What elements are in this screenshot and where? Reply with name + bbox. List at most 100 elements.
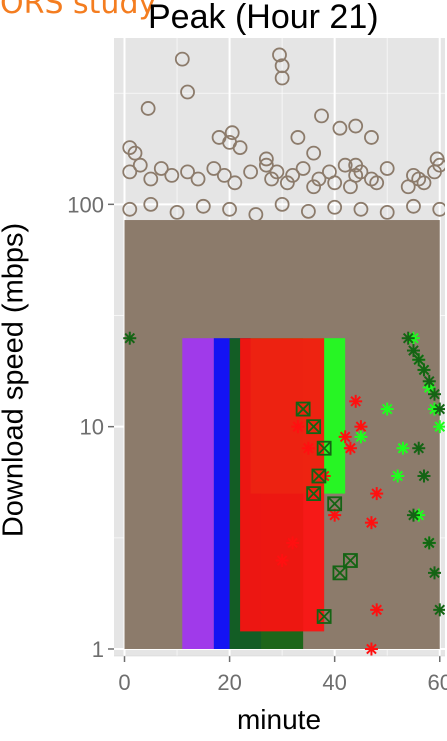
data-point bbox=[379, 161, 395, 176]
data-point bbox=[286, 536, 300, 550]
data-point bbox=[306, 179, 322, 195]
x-tick-label: 0 bbox=[118, 670, 130, 695]
data-point bbox=[306, 419, 322, 435]
data-point bbox=[275, 554, 289, 568]
data-point bbox=[422, 374, 436, 388]
data-point bbox=[222, 201, 237, 217]
data-point bbox=[290, 130, 306, 145]
data-point bbox=[343, 441, 357, 455]
data-point bbox=[311, 468, 327, 484]
data-point bbox=[353, 164, 369, 180]
data-point bbox=[369, 175, 385, 191]
data-point bbox=[306, 486, 322, 501]
data-point bbox=[332, 120, 348, 136]
data-point bbox=[416, 175, 432, 191]
data-point bbox=[314, 108, 329, 124]
data-point bbox=[364, 516, 378, 530]
y-tick-label: 1 bbox=[92, 637, 104, 662]
data-point bbox=[379, 204, 395, 220]
data-point bbox=[311, 171, 327, 187]
data-point bbox=[422, 536, 436, 550]
data-point bbox=[295, 401, 311, 417]
y-tick-label: 10 bbox=[80, 415, 104, 440]
data-point bbox=[206, 161, 222, 176]
x-tick-label: 40 bbox=[322, 670, 346, 695]
data-point bbox=[227, 175, 243, 191]
data-point bbox=[216, 167, 232, 183]
data-point bbox=[327, 175, 343, 191]
y-tick-label: 100 bbox=[67, 192, 104, 217]
data-point bbox=[391, 469, 405, 483]
x-tick-label: 20 bbox=[217, 670, 241, 695]
data-point bbox=[349, 394, 363, 408]
data-point bbox=[127, 145, 143, 161]
data-point bbox=[354, 430, 368, 444]
data-point bbox=[132, 157, 148, 173]
data-point bbox=[327, 199, 343, 215]
data-point bbox=[285, 167, 301, 183]
data-point bbox=[301, 441, 315, 455]
data-point bbox=[316, 440, 332, 456]
data-point bbox=[433, 402, 445, 416]
data-point bbox=[327, 496, 343, 512]
data-point bbox=[174, 51, 190, 67]
data-point bbox=[140, 101, 156, 116]
data-point bbox=[406, 508, 420, 522]
data-point bbox=[300, 203, 316, 219]
data-point bbox=[169, 204, 185, 220]
data-point bbox=[348, 118, 364, 134]
data-point bbox=[432, 201, 445, 217]
data-point bbox=[274, 70, 290, 86]
data-point bbox=[412, 441, 426, 455]
data-point bbox=[258, 157, 274, 173]
data-point bbox=[143, 171, 159, 187]
data-point bbox=[269, 164, 285, 180]
data-point bbox=[380, 402, 394, 416]
data-point bbox=[122, 201, 138, 217]
chart-title: Peak (Hour 21) bbox=[148, 0, 379, 36]
data-point bbox=[364, 130, 379, 145]
data-point bbox=[364, 642, 378, 656]
data-point bbox=[433, 603, 445, 617]
data-point bbox=[190, 171, 206, 187]
data-point bbox=[401, 331, 415, 345]
data-point bbox=[406, 344, 420, 358]
data-point bbox=[153, 161, 169, 176]
data-point bbox=[224, 125, 240, 141]
data-point bbox=[180, 164, 195, 180]
data-point bbox=[396, 441, 410, 455]
data-point bbox=[248, 207, 264, 222]
dense-band-red bbox=[240, 338, 325, 632]
data-point bbox=[143, 196, 159, 212]
data-point bbox=[370, 487, 384, 501]
banner-text: ORS study bbox=[0, 0, 157, 21]
data-point bbox=[258, 151, 274, 167]
data-point bbox=[316, 609, 332, 624]
data-point bbox=[232, 140, 248, 155]
data-point bbox=[295, 161, 311, 176]
data-point bbox=[332, 565, 348, 581]
data-point bbox=[164, 167, 180, 183]
data-point bbox=[306, 145, 322, 161]
data-point bbox=[123, 331, 137, 345]
x-tick-label: 60 bbox=[428, 670, 447, 695]
data-point bbox=[180, 84, 195, 100]
data-point bbox=[412, 353, 426, 367]
data-point bbox=[243, 164, 259, 180]
data-point bbox=[417, 469, 431, 483]
data-point bbox=[291, 420, 305, 434]
data-point bbox=[195, 198, 211, 214]
data-point bbox=[417, 363, 431, 377]
data-point bbox=[343, 553, 358, 568]
data-point bbox=[274, 196, 290, 212]
data-point bbox=[122, 164, 138, 180]
data-point bbox=[432, 157, 445, 173]
data-point bbox=[337, 157, 353, 173]
x-axis-label: minute bbox=[236, 704, 322, 735]
data-point bbox=[427, 387, 441, 401]
data-point bbox=[353, 201, 369, 217]
data-point bbox=[427, 566, 441, 580]
data-point bbox=[328, 508, 342, 522]
data-point bbox=[272, 47, 287, 63]
